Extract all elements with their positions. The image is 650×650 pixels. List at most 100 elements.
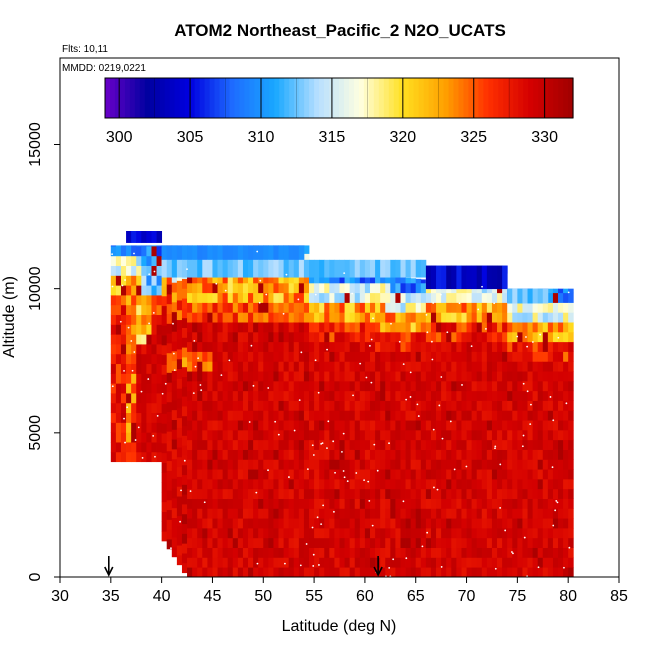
heatmap-cell [181,366,188,378]
heatmap-layer-cell [425,265,432,290]
sample-point [440,566,443,568]
heatmap-cell [319,449,325,460]
heatmap-cell [512,312,518,323]
heatmap-cell [512,390,518,401]
heatmap-cell [319,302,325,313]
heatmap-layer-cell [288,245,295,261]
heatmap-cell [126,373,132,384]
heatmap-cell [542,341,549,352]
sample-point [193,339,196,342]
heatmap-cell [476,322,483,333]
heatmap-cell [456,527,462,539]
sample-point [402,363,405,365]
heatmap-cell [542,302,549,313]
colorbar-swatch [353,78,360,118]
heatmap-layer-cell [161,245,168,261]
sample-point [255,491,258,494]
heatmap-cell [263,273,269,284]
heatmap-cell [364,273,371,284]
x-tick-label: 85 [610,588,628,605]
heatmap-cell [136,255,142,266]
heatmap-cell [232,282,239,294]
heatmap-cell [319,312,325,323]
heatmap-cell [212,420,218,431]
heatmap-cell [476,380,483,392]
heatmap-cell [334,488,340,499]
heatmap-cell [232,420,239,431]
heatmap-cell [395,557,401,568]
heatmap-layer-cell [283,245,290,261]
heatmap-cell [303,557,310,568]
heatmap-cell [227,469,234,480]
heatmap-cell [532,410,539,421]
colorbar-swatch [448,78,455,118]
heatmap-layer-cell [176,245,183,261]
colorbar-swatch [129,78,136,118]
heatmap-cell [217,469,224,480]
sample-point [409,371,412,374]
colorbar-swatch [244,78,250,118]
heatmap-cell [359,518,366,529]
heatmap-cell [471,537,478,548]
heatmap-cell [568,420,574,431]
heatmap-cell [527,567,534,578]
heatmap-cell [486,449,493,460]
heatmap-cell [537,410,544,421]
heatmap-cell [298,361,305,372]
heatmap-cell [349,371,356,382]
heatmap-cell [253,508,259,519]
heatmap-cell [517,459,523,470]
heatmap-cell [120,275,127,286]
heatmap-cell [512,380,518,392]
heatmap-cell [207,488,213,499]
sample-point [525,336,527,338]
heatmap-cell [309,292,315,303]
heatmap-cell [405,498,412,509]
heatmap-cell [237,400,244,411]
heatmap-cell [263,508,269,519]
heatmap-cell [324,322,330,333]
heatmap-cell [568,302,574,313]
heatmap-cell [146,265,152,276]
heatmap-cell [222,459,229,470]
heatmap-cell [237,390,244,401]
heatmap-cell [400,537,406,548]
flight-marker-arrowhead [104,566,114,577]
sample-point [285,273,288,276]
heatmap-cell [293,390,300,401]
heatmap-cell [151,412,157,423]
heatmap-cell [441,400,447,411]
heatmap-cell [522,547,528,558]
sample-point [355,472,358,474]
heatmap-cell [471,351,478,362]
heatmap-cell [476,537,483,548]
heatmap-cell [207,322,213,333]
heatmap-cell [359,537,366,548]
heatmap-cell [491,322,498,333]
heatmap-cell [354,547,361,558]
heatmap-cell [258,292,264,303]
sample-point [189,490,192,493]
colorbar-swatch [209,78,216,118]
heatmap-cell [171,282,178,293]
heatmap-cell [176,358,183,370]
heatmap-cell [430,478,437,490]
colorbar-swatch [169,78,176,118]
heatmap-cell [141,255,147,266]
heatmap-cell [115,295,122,306]
heatmap-cell [171,537,178,548]
heatmap-cell [110,402,117,414]
heatmap-cell [385,400,391,411]
heatmap-cell [537,557,544,568]
heatmap-cell [547,469,554,480]
sample-point [346,480,349,483]
heatmap-cell [420,282,427,294]
sample-point [370,338,373,341]
sample-point [164,382,167,385]
heatmap-cell [522,302,528,313]
heatmap-cell [293,547,300,558]
heatmap-cell [420,449,427,460]
heatmap-cell [166,509,173,520]
heatmap-cell [522,361,528,372]
heatmap-cell [344,302,351,313]
